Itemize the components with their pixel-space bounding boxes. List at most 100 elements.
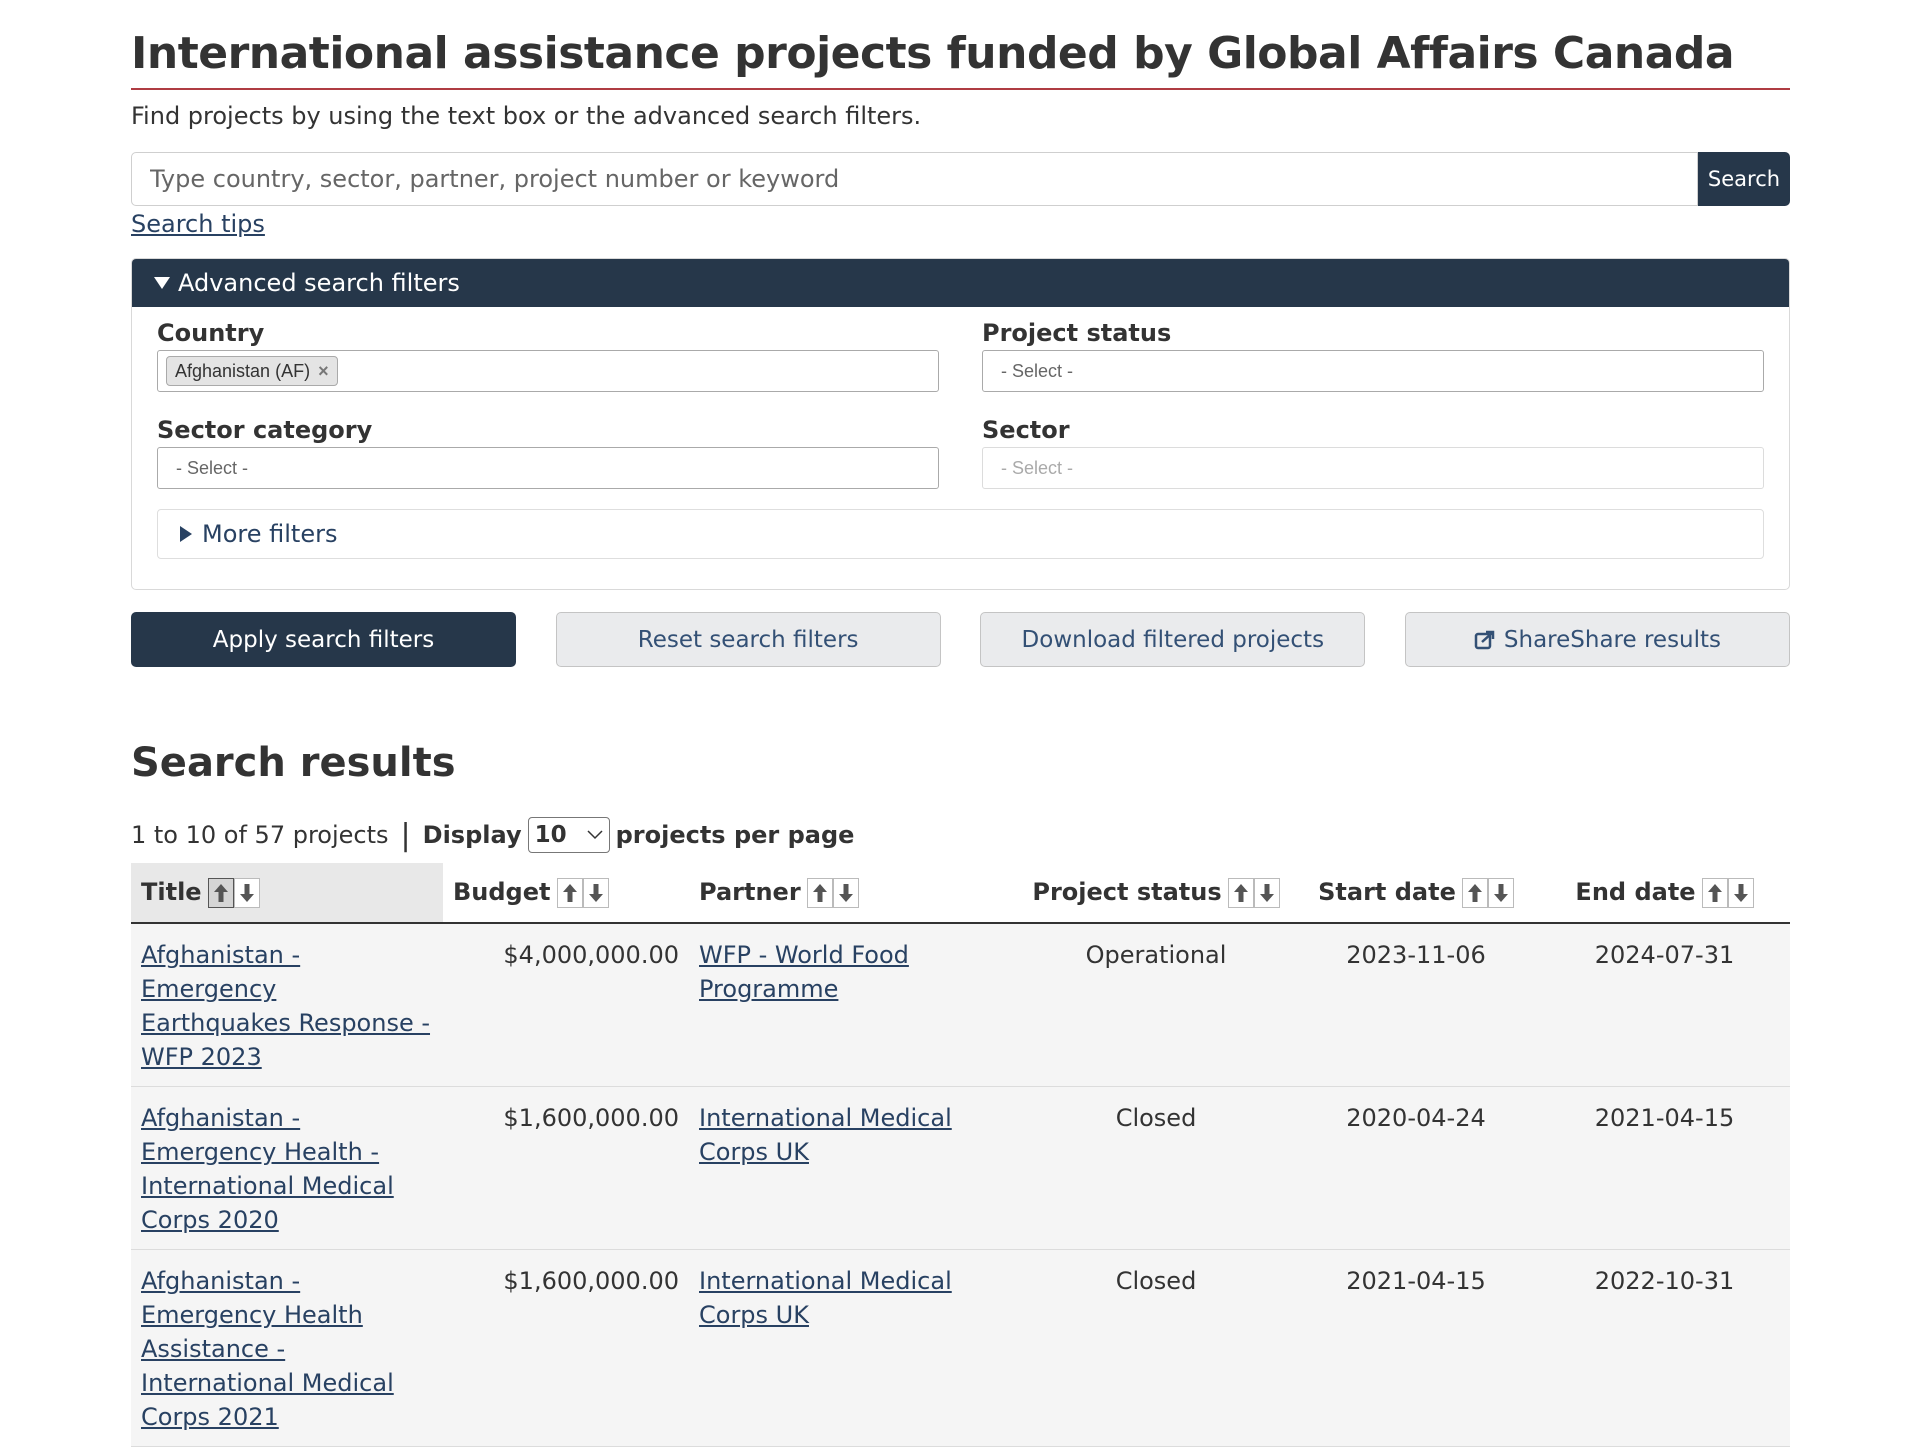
end-date-cell: 2022-10-31 <box>1594 1267 1735 1295</box>
column-label: Budget <box>453 877 551 906</box>
advanced-search-toggle[interactable]: Advanced search filters <box>132 259 1789 307</box>
end-cell: 2022-10-31 <box>1539 1249 1790 1447</box>
start-date-cell: 2023-11-06 <box>1346 941 1486 969</box>
start-date-cell: 2020-04-24 <box>1346 1104 1486 1132</box>
country-chip: Afghanistan (AF) × <box>166 356 338 386</box>
column-label: End date <box>1575 877 1696 906</box>
per-page-suffix: projects per page <box>615 821 855 849</box>
end-cell: 2024-07-31 <box>1539 923 1790 1087</box>
per-page-select[interactable]: 10 <box>527 817 610 853</box>
advanced-search-body: Country Afghanistan (AF) × Project statu… <box>132 307 1789 589</box>
per-page-value: 10 <box>534 822 567 848</box>
results-heading: Search results <box>131 740 456 786</box>
arrow-down-icon[interactable] <box>1487 877 1514 908</box>
sort-controls <box>207 877 260 908</box>
results-range: 1 to 10 of 57 projects <box>131 821 389 849</box>
page: International assistance projects funded… <box>131 0 1790 1447</box>
search-input[interactable] <box>131 152 1698 206</box>
remove-chip-icon[interactable]: × <box>318 360 329 381</box>
advanced-search-heading: Advanced search filters <box>178 269 460 297</box>
budget-cell: $1,600,000.00 <box>503 1104 679 1132</box>
partner-cell: WFP - World Food Programme <box>689 923 1019 1087</box>
search-button[interactable]: Search <box>1698 152 1790 206</box>
arrow-up-icon[interactable] <box>1227 877 1254 908</box>
arrow-up-icon[interactable] <box>1701 877 1728 908</box>
download-projects-button[interactable]: Download filtered projects <box>980 612 1366 667</box>
sector-category-filter: Sector category - Select - <box>157 412 939 509</box>
table-row: Afghanistan - Emergency Health Assistanc… <box>131 1249 1790 1447</box>
display-label: Display <box>422 821 522 849</box>
partner-link[interactable]: International Medical Corps UK <box>699 1104 952 1166</box>
page-title: International assistance projects funded… <box>131 28 1735 79</box>
more-filters-toggle[interactable]: More filters <box>157 509 1764 559</box>
start-cell: 2020-04-24 <box>1293 1086 1539 1250</box>
start-cell: 2021-04-15 <box>1293 1249 1539 1447</box>
arrow-up-icon[interactable] <box>1461 877 1488 908</box>
project-status-label: Project status <box>982 318 1172 347</box>
share-icon <box>1474 629 1496 651</box>
arrow-down-icon[interactable] <box>233 877 260 908</box>
project-title-link[interactable]: Afghanistan - Emergency Health Assistanc… <box>141 1267 394 1431</box>
search-bar: Search <box>131 152 1790 206</box>
share-results-label: ShareShare results <box>1503 626 1722 653</box>
project-title-link[interactable]: Afghanistan - Emergency Earthquakes Resp… <box>141 941 431 1071</box>
column-label: Project status <box>1032 877 1222 906</box>
arrow-down-icon[interactable] <box>1727 877 1754 908</box>
title-divider <box>131 88 1790 90</box>
arrow-up-icon[interactable] <box>556 877 583 908</box>
end-date-cell: 2021-04-15 <box>1594 1104 1735 1132</box>
sector-category-select[interactable]: - Select - <box>157 447 939 489</box>
share-results-button[interactable]: ShareShare results <box>1404 612 1790 667</box>
status-cell: Closed <box>1115 1104 1197 1132</box>
status-cell: Closed <box>1115 1267 1197 1295</box>
table-body: Afghanistan - Emergency Earthquakes Resp… <box>131 923 1790 1447</box>
column-label: Partner <box>699 877 801 906</box>
arrow-down-icon[interactable] <box>1253 877 1280 908</box>
country-select[interactable]: Afghanistan (AF) × <box>157 350 939 392</box>
sector-label: Sector <box>982 415 1070 444</box>
sector-category-label: Sector category <box>157 415 373 444</box>
column-header-title: Title <box>131 863 443 924</box>
reset-filters-button[interactable]: Reset search filters <box>555 612 941 667</box>
title-cell: Afghanistan - Emergency Health Assistanc… <box>131 1249 443 1447</box>
summary-separator: | <box>400 817 411 853</box>
action-buttons: Apply search filters Reset search filter… <box>131 612 1790 667</box>
arrow-up-icon[interactable] <box>207 877 234 908</box>
status-cell: Closed <box>1019 1249 1293 1447</box>
budget-cell: $1,600,000.00 <box>443 1249 689 1447</box>
results-table: Title Budget Partner Project status Start da… <box>131 863 1790 1447</box>
arrow-up-icon[interactable] <box>806 877 833 908</box>
budget-cell: $1,600,000.00 <box>443 1086 689 1250</box>
column-header-budget: Budget <box>443 863 689 924</box>
status-cell: Operational <box>1085 941 1227 969</box>
project-status-filter: Project status - Select - <box>982 315 1764 412</box>
column-label: Title <box>141 877 202 906</box>
partner-cell: International Medical Corps UK <box>689 1249 1019 1447</box>
column-label: Start date <box>1318 877 1456 906</box>
search-tips-link[interactable]: Search tips <box>131 210 265 238</box>
budget-cell: $1,600,000.00 <box>503 1267 679 1295</box>
partner-link[interactable]: International Medical Corps UK <box>699 1267 952 1329</box>
country-label: Country <box>157 318 265 347</box>
triangle-down-icon <box>154 277 170 289</box>
country-filter: Country Afghanistan (AF) × <box>157 315 939 412</box>
arrow-down-icon[interactable] <box>582 877 609 908</box>
intro-text: Find projects by using the text box or t… <box>131 102 922 130</box>
sort-controls <box>1701 877 1754 908</box>
advanced-search-panel: Advanced search filters Country Afghanis… <box>131 258 1790 590</box>
status-cell: Closed <box>1019 1086 1293 1250</box>
sort-controls <box>556 877 609 908</box>
partner-link[interactable]: WFP - World Food Programme <box>699 941 909 1003</box>
status-cell: Operational <box>1019 923 1293 1087</box>
partner-cell: International Medical Corps UK <box>689 1086 1019 1250</box>
end-date-cell: 2024-07-31 <box>1594 941 1735 969</box>
table-row: Afghanistan - Emergency Earthquakes Resp… <box>131 923 1790 1087</box>
project-title-link[interactable]: Afghanistan - Emergency Health - Interna… <box>141 1104 394 1234</box>
apply-filters-button[interactable]: Apply search filters <box>131 612 516 667</box>
column-header-end: End date <box>1539 863 1790 924</box>
filters-grid: Country Afghanistan (AF) × Project statu… <box>157 315 1764 509</box>
arrow-down-icon[interactable] <box>832 877 859 908</box>
table-header-row: Title Budget Partner Project status Start da… <box>131 863 1790 924</box>
sector-filter: Sector - Select - <box>982 412 1764 509</box>
project-status-select[interactable]: - Select - <box>982 350 1764 392</box>
